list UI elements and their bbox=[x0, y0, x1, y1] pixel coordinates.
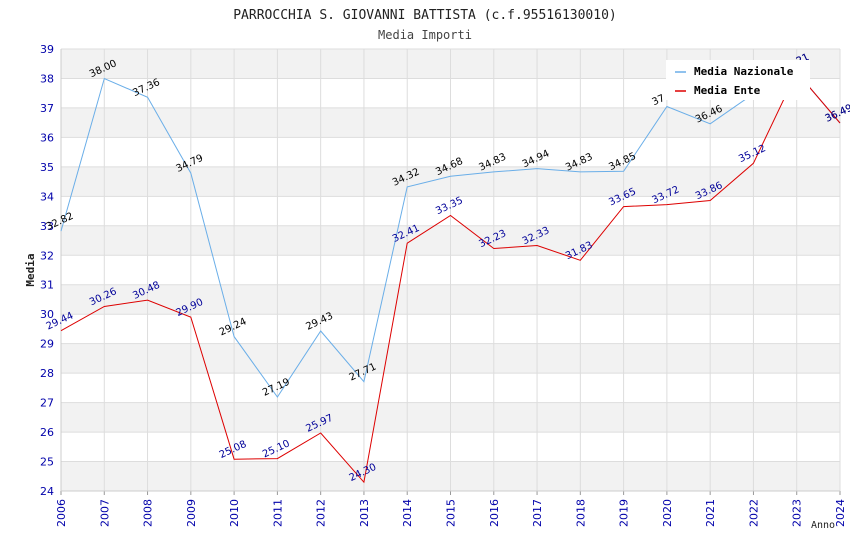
data-label-media-nazionale: 37.36 bbox=[131, 77, 162, 99]
chart-title: PARROCCHIA S. GIOVANNI BATTISTA (c.f.955… bbox=[233, 8, 617, 23]
y-tick-label: 31 bbox=[40, 279, 54, 292]
y-tick-label: 29 bbox=[40, 338, 54, 351]
legend-box bbox=[666, 60, 810, 100]
y-tick-labels: 24 25 26 27 28 29 30 31 32 33 34 35 36 37 38 39 bbox=[40, 43, 54, 498]
chart-subtitle: Media Importi bbox=[378, 28, 472, 42]
x-tick-label: 2008 bbox=[142, 499, 155, 527]
y-tick-label: 25 bbox=[40, 456, 54, 469]
x-tick-label: 2012 bbox=[315, 499, 328, 527]
x-tick-label: 2019 bbox=[618, 499, 631, 527]
x-tick-label: 2017 bbox=[531, 499, 544, 527]
x-tick-labels: 2006 2007 2008 2009 2010 2011 2012 2013 2014 2015… bbox=[55, 499, 847, 527]
y-tick-label: 33 bbox=[40, 220, 54, 233]
x-tick-label: 2021 bbox=[704, 499, 717, 527]
legend: Media Nazionale Media Ente bbox=[666, 60, 810, 100]
y-tick-label: 32 bbox=[40, 249, 54, 262]
y-tick-label: 27 bbox=[40, 397, 54, 410]
x-tick-label: 2016 bbox=[488, 499, 501, 527]
legend-label-media-nazionale: Media Nazionale bbox=[694, 65, 794, 78]
y-tick-label: 37 bbox=[40, 102, 54, 115]
x-tick-label: 2022 bbox=[747, 499, 760, 527]
y-tick-label: 38 bbox=[40, 72, 54, 85]
series-line-media-ente bbox=[60, 71, 841, 484]
series-lines bbox=[60, 71, 841, 484]
data-label-media-ente: 35.12 bbox=[737, 143, 768, 165]
data-label-media-ente: 33.35 bbox=[434, 195, 465, 217]
y-tick-label: 26 bbox=[40, 426, 54, 439]
x-tick-label: 2011 bbox=[271, 499, 284, 527]
data-label-media-ente: 25.08 bbox=[218, 439, 249, 461]
y-axis-label: Media bbox=[24, 253, 37, 286]
x-tick-label: 2020 bbox=[661, 499, 674, 527]
data-label-media-nazionale: 29.24 bbox=[218, 316, 249, 338]
y-tick-label: 35 bbox=[40, 161, 54, 174]
y-tick-label: 34 bbox=[40, 190, 54, 203]
legend-label-media-ente: Media Ente bbox=[694, 84, 761, 97]
x-tick-label: 2018 bbox=[574, 499, 587, 527]
x-tick-label: 2010 bbox=[228, 499, 241, 527]
y-tick-label: 36 bbox=[40, 131, 54, 144]
y-tick-label: 30 bbox=[40, 308, 54, 321]
y-tick-label: 24 bbox=[40, 485, 54, 498]
data-label-media-ente: 25.10 bbox=[261, 438, 292, 460]
x-tick-label: 2015 bbox=[445, 499, 458, 527]
x-tick-label: 2006 bbox=[55, 499, 68, 527]
x-tick-label: 2023 bbox=[791, 499, 804, 527]
x-tick-label: 2013 bbox=[358, 499, 371, 527]
x-axis-label: Anno bbox=[811, 520, 835, 531]
x-tick-label: 2024 bbox=[834, 499, 847, 527]
series-line-media-nazionale bbox=[60, 71, 841, 398]
x-tick-label: 2009 bbox=[185, 499, 198, 527]
y-tick-label: 39 bbox=[40, 43, 54, 56]
y-tick-label: 28 bbox=[40, 367, 54, 380]
x-tick-label: 2014 bbox=[401, 499, 414, 527]
axes bbox=[60, 49, 841, 495]
x-tick-label: 2007 bbox=[98, 499, 111, 527]
